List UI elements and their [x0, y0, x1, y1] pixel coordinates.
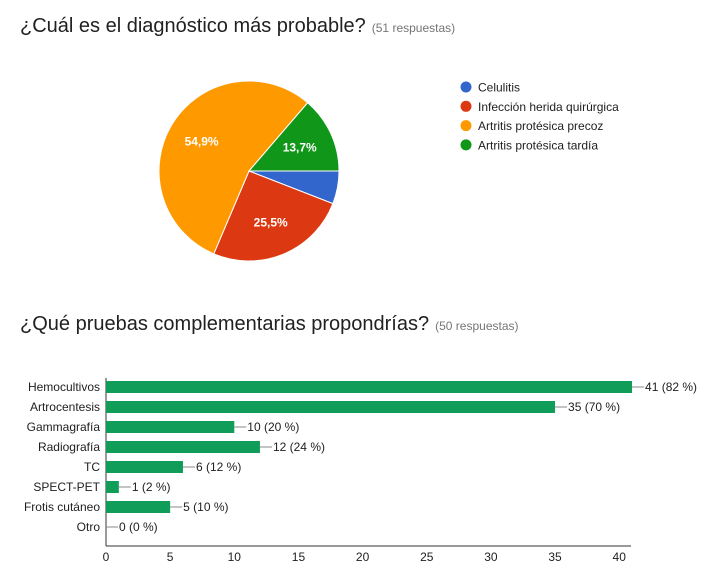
bar-0[interactable] — [106, 381, 633, 393]
x-tick-label-5: 25 — [420, 550, 434, 564]
legend-swatch-2 — [460, 120, 472, 132]
question-2-text: ¿Qué pruebas complementarias propondrías… — [20, 313, 430, 335]
bar-value-label-0: 41 (82 %) — [645, 380, 697, 394]
legend-swatch-1 — [460, 100, 472, 112]
pie-slice-label-1: 25,5% — [254, 215, 288, 229]
pie-slice-1[interactable] — [213, 170, 334, 262]
bar-category-label-2: Gammagrafía — [27, 420, 101, 434]
legend-label-0: Celulitis — [478, 81, 520, 95]
bar-1[interactable] — [106, 401, 556, 413]
legend-label-2: Artritis protésica precoz — [478, 119, 603, 133]
bar-value-label-3: 12 (24 %) — [273, 440, 325, 454]
x-tick-label-4: 20 — [356, 550, 370, 564]
legend-swatch-3 — [460, 139, 472, 151]
bar-value-label-5: 1 (2 %) — [132, 480, 171, 494]
x-tick-label-3: 15 — [292, 550, 306, 564]
pie-chart: 25,5% 54,9% 13,7% Celulitis Infección herida… — [158, 80, 619, 262]
pie-slice-3[interactable] — [247, 102, 340, 172]
legend-label-1: Infección herida quirúrgica — [478, 100, 619, 114]
pie-slice-label-2: 54,9% — [185, 135, 219, 149]
question-1-text: ¿Cuál es el diagnóstico más probable? — [20, 15, 366, 37]
legend-label-3: Artritis protésica tardía — [478, 138, 598, 152]
bar-value-label-6: 5 (10 %) — [183, 500, 228, 514]
x-tick-label-0: 0 — [103, 550, 110, 564]
bar-value-label-2: 10 (20 %) — [247, 420, 299, 434]
pie-slice-2[interactable] — [158, 80, 309, 255]
pie-slice-label-3: 13,7% — [283, 141, 317, 155]
bar-value-label-1: 35 (70 %) — [568, 400, 620, 414]
bar-category-label-6: Frotis cutáneo — [24, 500, 100, 514]
question-1-response-count: (51 respuestas) — [371, 21, 456, 35]
question-2-response-count: (50 respuestas) — [435, 319, 519, 333]
bar-6[interactable] — [106, 501, 171, 513]
bar-4[interactable] — [106, 461, 183, 473]
x-tick-label-6: 30 — [484, 550, 498, 564]
x-tick-label-1: 5 — [167, 550, 174, 564]
x-tick-label-2: 10 — [228, 550, 242, 564]
question-2-title: ¿Qué pruebas complementarias propondrías… — [20, 313, 519, 336]
question-1-title: ¿Cuál es el diagnóstico más probable? (51… — [20, 15, 455, 38]
bar-value-label-4: 6 (12 %) — [196, 460, 241, 474]
bar-category-label-7: Otro — [77, 520, 101, 534]
x-tick-label-7: 35 — [548, 550, 562, 564]
bar-5[interactable] — [106, 481, 119, 493]
x-tick-label-8: 40 — [613, 550, 627, 564]
bar-category-label-3: Radiografía — [38, 440, 100, 454]
bar-value-label-7: 0 (0 %) — [119, 520, 158, 534]
legend-swatch-0 — [460, 81, 472, 93]
bar-category-label-4: TC — [84, 460, 100, 474]
bar-category-label-1: Artrocentesis — [30, 400, 100, 414]
bar-category-label-0: Hemocultivos — [28, 380, 100, 394]
bar-category-label-5: SPECT-PET — [33, 480, 100, 494]
bar-3[interactable] — [106, 441, 260, 453]
bar-2[interactable] — [106, 421, 235, 433]
